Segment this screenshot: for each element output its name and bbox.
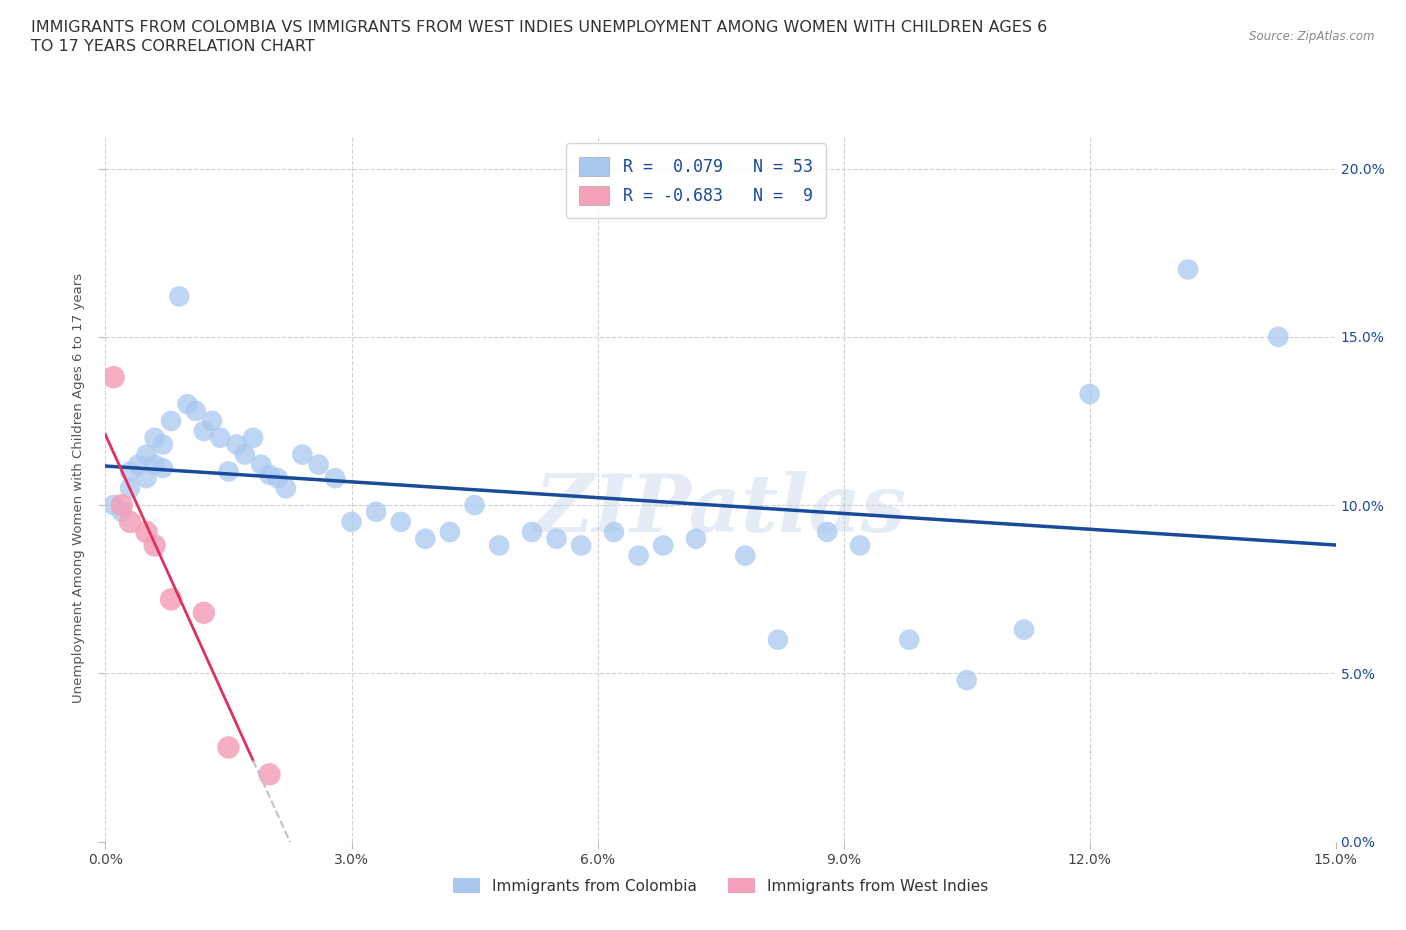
Point [323, 471, 346, 485]
Point [193, 605, 215, 620]
Point [308, 458, 330, 472]
Point [898, 632, 921, 647]
Point [652, 538, 675, 553]
Point [103, 498, 125, 512]
Point [389, 514, 412, 529]
Point [849, 538, 872, 553]
Point [766, 632, 789, 647]
Point [734, 548, 756, 563]
Point [218, 464, 240, 479]
Point [103, 370, 125, 385]
Point [815, 525, 838, 539]
Text: TO 17 YEARS CORRELATION CHART: TO 17 YEARS CORRELATION CHART [31, 39, 315, 54]
Point [627, 548, 650, 563]
Point [233, 447, 256, 462]
Point [111, 498, 134, 512]
Point [488, 538, 510, 553]
Point [143, 538, 166, 553]
Point [685, 531, 707, 546]
Point [1012, 622, 1035, 637]
Point [120, 464, 141, 479]
Point [464, 498, 486, 512]
Y-axis label: Unemployment Among Women with Children Ages 6 to 17 years: Unemployment Among Women with Children A… [72, 273, 86, 703]
Point [225, 437, 247, 452]
Point [135, 525, 157, 539]
Point [546, 531, 568, 546]
Point [176, 397, 198, 412]
Point [415, 531, 437, 546]
Point [135, 471, 157, 485]
Point [259, 767, 281, 782]
Point [135, 447, 157, 462]
Point [1177, 262, 1199, 277]
Point [111, 504, 134, 519]
Point [160, 414, 183, 429]
Point [209, 431, 232, 445]
Point [143, 458, 166, 472]
Point [439, 525, 461, 539]
Point [259, 468, 281, 483]
Point [569, 538, 592, 553]
Text: IMMIGRANTS FROM COLOMBIA VS IMMIGRANTS FROM WEST INDIES UNEMPLOYMENT AMONG WOMEN: IMMIGRANTS FROM COLOMBIA VS IMMIGRANTS F… [31, 20, 1047, 35]
Point [127, 458, 149, 472]
Point [956, 672, 979, 687]
Point [291, 447, 314, 462]
Point [218, 740, 240, 755]
Point [242, 431, 264, 445]
Point [250, 458, 273, 472]
Point [520, 525, 543, 539]
Point [1267, 329, 1289, 344]
Point [120, 481, 141, 496]
Point [267, 471, 290, 485]
Point [152, 460, 174, 475]
Point [120, 514, 141, 529]
Legend: Immigrants from Colombia, Immigrants from West Indies: Immigrants from Colombia, Immigrants fro… [444, 870, 997, 901]
Point [603, 525, 626, 539]
Point [184, 404, 207, 418]
Text: Source: ZipAtlas.com: Source: ZipAtlas.com [1250, 30, 1375, 43]
Point [143, 431, 166, 445]
Point [193, 423, 215, 438]
Point [152, 437, 174, 452]
Point [1078, 387, 1101, 402]
Point [169, 289, 191, 304]
Text: ZIPatlas: ZIPatlas [534, 471, 907, 548]
Point [274, 481, 297, 496]
Point [160, 591, 183, 606]
Point [201, 414, 224, 429]
Point [340, 514, 363, 529]
Point [366, 504, 388, 519]
